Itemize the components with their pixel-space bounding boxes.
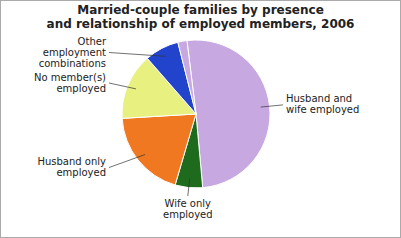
leader-line: [109, 83, 136, 89]
leader-line: [109, 155, 145, 168]
slice: [178, 41, 196, 114]
background: [1, 1, 401, 238]
leader-lines: [109, 53, 283, 197]
chart-container: Married-couple families by presenceand r…: [0, 0, 401, 238]
leader-line: [188, 179, 190, 196]
labels: Otheremploymentcombinations No member(s)e…: [34, 36, 359, 220]
slice-label: Wife onlyemployed: [163, 198, 213, 220]
slice-label: No member(s)employed: [34, 72, 106, 94]
leader-line: [109, 53, 166, 57]
leader-line: [261, 105, 283, 107]
title: Married-couple families by presenceand r…: [47, 3, 355, 31]
chart: Married-couple families by presenceand r…: [0, 0, 401, 238]
slice-label: Otheremploymentcombinations: [39, 36, 107, 69]
slice: [122, 114, 196, 185]
slice-label: Husband onlyemployed: [37, 156, 106, 178]
slice-label: Husband andwife employed: [286, 93, 359, 115]
slices: [122, 40, 270, 188]
